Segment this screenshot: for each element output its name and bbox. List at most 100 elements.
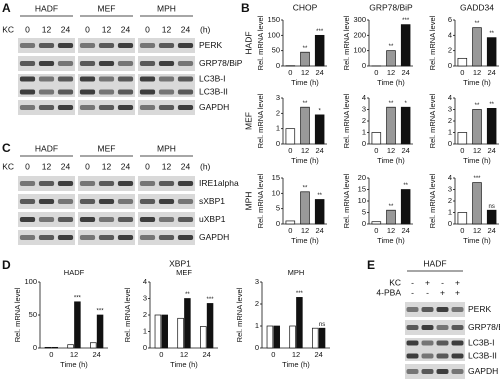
x-tick-label: 24 xyxy=(315,146,323,155)
band-label: LC3B-II xyxy=(468,350,497,360)
bar xyxy=(44,346,52,349)
band xyxy=(406,325,419,330)
bar xyxy=(90,342,97,349)
band xyxy=(117,217,134,222)
band xyxy=(139,235,156,240)
chart-title: MPH xyxy=(288,268,305,277)
y-tick-label: 5 xyxy=(276,204,280,213)
x-axis-label: Time (h) xyxy=(291,156,319,165)
band xyxy=(19,76,36,82)
band-label: LC3B-I xyxy=(199,73,225,83)
y-tick-label: 3 xyxy=(143,293,147,302)
band-label: LC3B-II xyxy=(199,86,228,96)
bar xyxy=(318,327,326,349)
y-tick-label: 0 xyxy=(448,219,452,228)
x-axis-label: Time (h) xyxy=(377,236,405,245)
lane-label: 12 xyxy=(162,24,172,34)
band xyxy=(117,43,134,48)
x-tick-label: 12 xyxy=(387,146,395,155)
band xyxy=(79,105,96,110)
y-tick-label: 2 xyxy=(448,116,452,125)
bar xyxy=(457,212,468,225)
y-tick-label: 4 xyxy=(448,93,452,102)
band xyxy=(98,61,115,66)
x-axis-label: Time (h) xyxy=(463,78,491,87)
significance-label: * xyxy=(404,101,407,107)
y-tick-label: 3 xyxy=(255,277,259,286)
band xyxy=(451,307,464,312)
band xyxy=(98,181,115,186)
band xyxy=(79,43,96,48)
lane-label: 24 xyxy=(121,24,131,34)
bar xyxy=(273,325,280,349)
band xyxy=(79,217,96,222)
x-tick-label: 24 xyxy=(315,68,323,77)
y-tick-label: 0 xyxy=(255,343,259,352)
y-axis-label: Rel. mRNA level xyxy=(342,173,351,228)
y-axis-label: Rel. mRNA level xyxy=(256,173,265,228)
column-title: GRP78/BiP xyxy=(369,2,413,12)
lane-label: - xyxy=(426,287,429,297)
bar xyxy=(400,106,411,145)
significance-label: ** xyxy=(389,101,394,107)
group-label: MPH xyxy=(157,143,176,153)
group-label: MEF xyxy=(98,3,116,13)
significance-label: ** xyxy=(389,204,394,210)
lane-label: 0 xyxy=(85,161,90,171)
band xyxy=(421,307,434,312)
bar xyxy=(312,327,319,349)
y-axis-label: Rel. mRNA level xyxy=(428,93,437,148)
lane-label: 24 xyxy=(61,24,71,34)
y-tick-label: 2 xyxy=(255,299,259,308)
lane-label: + xyxy=(440,287,445,297)
x-tick-label: 12 xyxy=(301,146,309,155)
band-label: GRP78/BiP xyxy=(199,58,243,68)
y-tick-label: 3 xyxy=(448,184,452,193)
x-tick-label: 24 xyxy=(202,350,210,359)
bar xyxy=(314,114,325,145)
band xyxy=(451,325,464,330)
x-tick-label: 0 xyxy=(374,146,378,155)
x-tick-label: 0 xyxy=(288,68,292,77)
y-axis-label: Rel. mRNA level xyxy=(235,287,244,342)
x-tick-label: 12 xyxy=(473,68,481,77)
lane-label: 0 xyxy=(145,24,150,34)
y-axis-label: Rel. mRNA level xyxy=(428,173,437,228)
lane-label: - xyxy=(441,277,444,287)
band xyxy=(177,199,194,204)
x-tick-label: 24 xyxy=(487,68,495,77)
band-label: LC3B-I xyxy=(468,337,494,347)
band xyxy=(421,325,434,330)
treatment-label: 4-PBA xyxy=(376,287,401,297)
band xyxy=(38,76,55,82)
y-tick-label: 0 xyxy=(362,219,366,228)
band-label: PERK xyxy=(468,304,491,314)
band xyxy=(158,105,175,110)
x-tick-label: 24 xyxy=(92,350,100,359)
x-tick-label: 0 xyxy=(460,226,464,235)
blot-strip xyxy=(405,338,465,361)
y-tick-label: 15 xyxy=(358,184,366,193)
group-label: HADF xyxy=(35,3,58,13)
y-tick-label: 4 xyxy=(143,277,147,286)
bar xyxy=(314,34,325,67)
x-tick-label: 24 xyxy=(401,146,409,155)
x-axis-label: Time (h) xyxy=(291,236,319,245)
band xyxy=(406,369,419,374)
band xyxy=(158,89,175,95)
blot-strip xyxy=(405,302,465,317)
bar xyxy=(457,132,468,145)
treatment-label: KC xyxy=(389,277,401,287)
band xyxy=(38,199,55,204)
band-label: IRE1alpha xyxy=(199,178,239,188)
band xyxy=(406,353,419,359)
band xyxy=(98,105,115,110)
bar xyxy=(457,57,468,67)
bar xyxy=(161,314,168,349)
row-title: MPH xyxy=(243,192,253,211)
y-tick-label: 50 xyxy=(29,310,37,319)
y-tick-label: 10 xyxy=(272,188,280,197)
x-tick-label: 0 xyxy=(374,68,378,77)
band xyxy=(406,307,419,312)
band xyxy=(19,181,36,186)
